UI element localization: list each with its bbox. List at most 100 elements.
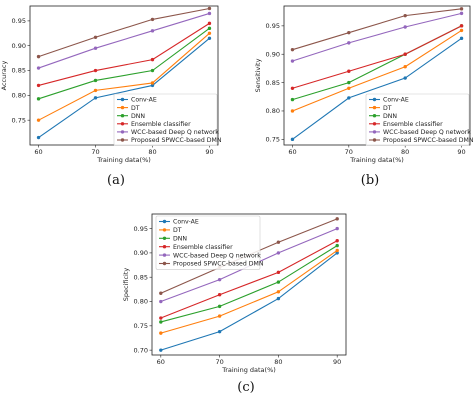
x-tick-label: 90 bbox=[333, 358, 341, 366]
legend-label: DT bbox=[383, 105, 392, 112]
y-tick-label: 0.70 bbox=[134, 346, 148, 354]
chart-panel-3: 60 70 80 90 0.70 0.75 0.80 0.85 0.90 0.95 Training… bbox=[122, 213, 347, 395]
data-point bbox=[159, 299, 163, 304]
y-tick-label: 0.75 bbox=[134, 322, 148, 330]
y-axis-label: Accuracy bbox=[0, 61, 8, 91]
data-point bbox=[217, 277, 222, 282]
x-tick-label: 70 bbox=[345, 148, 353, 156]
legend-label: DNN bbox=[173, 236, 187, 243]
series-line-3 bbox=[160, 245, 338, 323]
y-tick-label: 0.85 bbox=[266, 79, 280, 87]
y-tick-label: 0.80 bbox=[134, 298, 148, 306]
x-tick-label: 80 bbox=[274, 358, 282, 366]
panel-label: (b) bbox=[361, 173, 379, 188]
legend-swatch-marker bbox=[162, 228, 167, 232]
data-point bbox=[347, 30, 351, 35]
legend-label: Proposed SPWCC-based DMN bbox=[131, 137, 222, 144]
data-point bbox=[36, 97, 41, 101]
data-point bbox=[93, 78, 98, 83]
data-point bbox=[290, 86, 295, 90]
chart-panel-1: 60 70 80 90 0.75 0.80 0.85 0.90 0.95 Training dat… bbox=[0, 5, 222, 188]
data-point bbox=[403, 52, 407, 56]
legend-swatch-marker bbox=[372, 138, 377, 142]
legend-box bbox=[155, 215, 261, 270]
chart-panel-2: 60 70 80 90 0.75 0.80 0.85 0.90 0.95 Training dat… bbox=[254, 5, 474, 188]
legend-label: Conv-AE bbox=[173, 219, 199, 226]
y-tick-label: 0.80 bbox=[12, 92, 26, 100]
data-point bbox=[93, 35, 98, 39]
series-line-5 bbox=[38, 12, 210, 69]
data-point bbox=[93, 88, 98, 93]
legend-swatch-marker bbox=[372, 105, 377, 110]
data-point bbox=[150, 17, 155, 22]
data-point bbox=[459, 11, 464, 16]
legend-label: Ensemble classifier bbox=[383, 121, 443, 128]
x-tick-label: 60 bbox=[34, 148, 42, 156]
data-point bbox=[290, 59, 295, 63]
series-line-6 bbox=[292, 8, 462, 51]
y-axis-label: Sensitivity bbox=[254, 58, 262, 92]
data-point bbox=[290, 47, 295, 52]
series-line-2 bbox=[160, 250, 338, 334]
y-tick-label: 0.90 bbox=[266, 50, 280, 58]
data-point bbox=[159, 348, 163, 352]
data-point bbox=[403, 76, 407, 80]
data-point bbox=[347, 86, 351, 90]
data-point bbox=[207, 11, 212, 16]
series-line-1 bbox=[160, 252, 338, 351]
legend-label: DT bbox=[173, 227, 182, 234]
data-point bbox=[93, 46, 98, 50]
data-point bbox=[347, 80, 351, 85]
legend-swatch-marker bbox=[120, 114, 125, 118]
axes-frame bbox=[151, 213, 347, 356]
series-line-4 bbox=[292, 25, 462, 89]
y-tick-label: 0.90 bbox=[134, 249, 148, 257]
data-point bbox=[207, 6, 212, 11]
data-point bbox=[276, 290, 281, 294]
data-point bbox=[290, 137, 295, 142]
data-point bbox=[36, 135, 41, 140]
x-axis-label: Training data(%) bbox=[96, 156, 151, 164]
data-point bbox=[150, 83, 155, 88]
y-tick-label: 0.75 bbox=[12, 116, 26, 124]
data-point bbox=[403, 25, 407, 29]
series-line-2 bbox=[292, 29, 462, 112]
data-point bbox=[347, 69, 351, 73]
legend-swatch-marker bbox=[162, 261, 167, 266]
data-point bbox=[276, 270, 281, 275]
x-tick-label: 90 bbox=[457, 148, 465, 156]
data-point bbox=[159, 331, 163, 335]
data-point bbox=[347, 41, 351, 45]
legend-label: Proposed SPWCC-based DMN bbox=[383, 137, 474, 144]
data-point bbox=[150, 57, 155, 62]
data-point bbox=[335, 226, 339, 231]
series-line-6 bbox=[38, 7, 210, 58]
legend-label: WCC-based Deep Q network bbox=[173, 252, 261, 259]
legend-swatch-marker bbox=[120, 138, 125, 142]
series-line-4 bbox=[160, 240, 338, 319]
data-point bbox=[290, 97, 295, 102]
legend-label: DNN bbox=[131, 113, 145, 120]
y-tick-label: 0.95 bbox=[12, 17, 26, 25]
data-point bbox=[459, 7, 464, 11]
y-tick-label: 0.95 bbox=[266, 22, 280, 30]
series-line-3 bbox=[38, 27, 210, 100]
y-tick-label: 0.85 bbox=[134, 273, 148, 281]
panel-label: (a) bbox=[107, 173, 125, 188]
series-line-1 bbox=[292, 37, 462, 140]
data-point bbox=[335, 251, 339, 255]
data-point bbox=[276, 240, 281, 244]
x-tick-label: 90 bbox=[205, 148, 213, 156]
y-tick-label: 0.95 bbox=[134, 225, 148, 233]
legend-swatch-marker bbox=[372, 130, 377, 134]
data-point bbox=[159, 291, 163, 295]
x-tick-label: 70 bbox=[215, 358, 223, 366]
data-point bbox=[150, 29, 155, 33]
legend-label: DNN bbox=[383, 113, 397, 120]
data-point bbox=[335, 239, 339, 243]
legend-swatch-marker bbox=[120, 130, 125, 134]
series-line-5 bbox=[292, 12, 462, 62]
data-point bbox=[335, 248, 339, 253]
